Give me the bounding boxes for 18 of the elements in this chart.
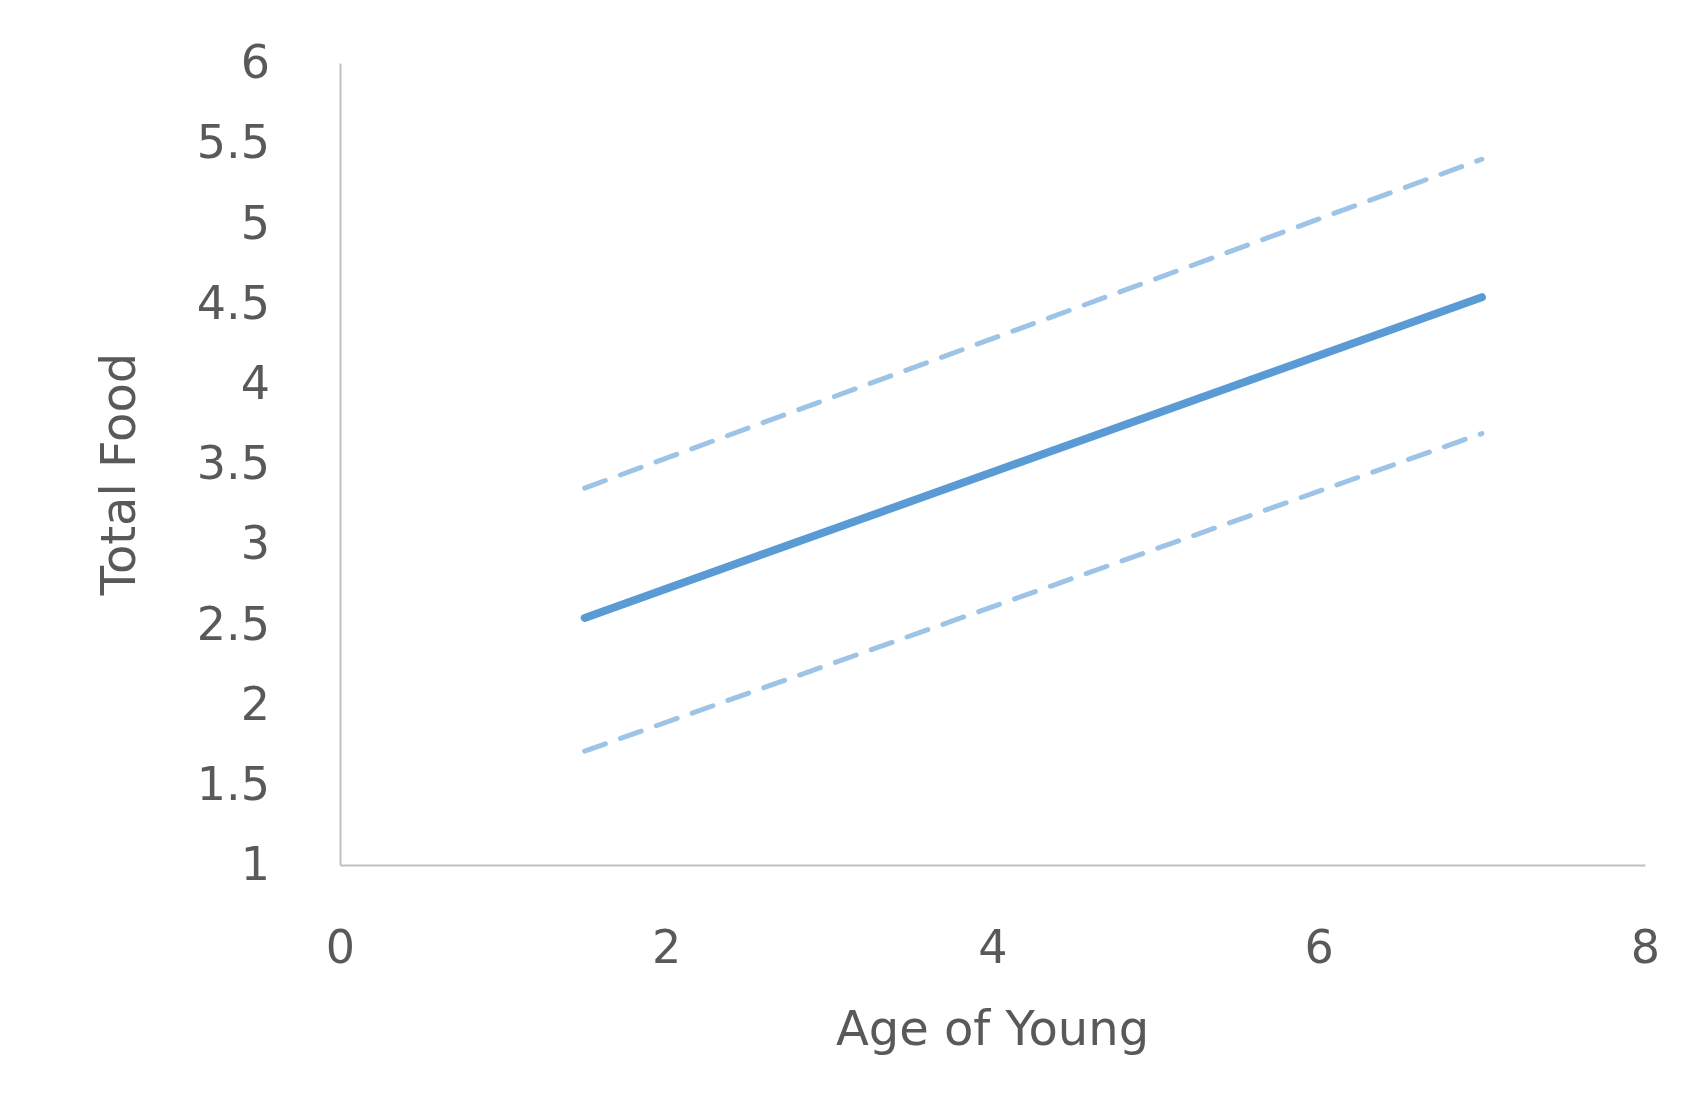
x-tick-label: 2 bbox=[652, 919, 682, 974]
y-tick-label: 1 bbox=[240, 837, 270, 892]
x-axis-title: Age of Young bbox=[835, 1000, 1150, 1056]
y-tick-label: 2 bbox=[240, 676, 270, 731]
y-tick-label: 3 bbox=[240, 516, 270, 571]
y-tick-label: 2.5 bbox=[196, 596, 270, 651]
y-tick-label: 1.5 bbox=[196, 757, 270, 812]
y-tick-label: 5 bbox=[240, 195, 270, 250]
y-tick-label: 6 bbox=[240, 35, 270, 90]
y-axis-title: Total Food bbox=[90, 352, 146, 597]
y-tick-label: 4.5 bbox=[196, 275, 270, 330]
y-tick-label: 5.5 bbox=[196, 115, 270, 170]
x-tick-label: 8 bbox=[1630, 919, 1661, 974]
x-tick-label: 4 bbox=[978, 919, 1008, 974]
y-tick-label: 4 bbox=[240, 356, 270, 411]
y-tick-label: 3.5 bbox=[196, 436, 270, 491]
x-tick-label: 0 bbox=[325, 919, 356, 974]
x-tick-label: 6 bbox=[1304, 919, 1334, 974]
